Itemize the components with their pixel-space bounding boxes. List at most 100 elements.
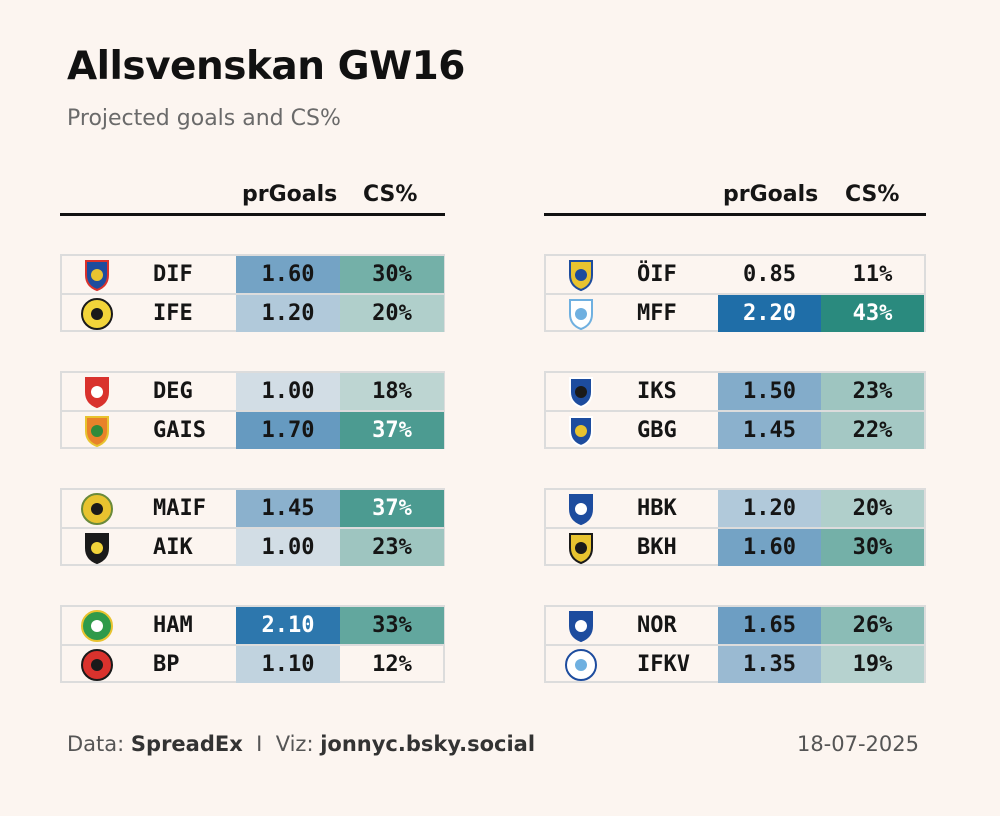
team-name: MFF [637,301,677,326]
gais-crest-icon [85,415,109,447]
crest-cell [546,295,616,332]
norrkoping-crest-icon [569,610,593,642]
cs-cell: 12% [372,652,412,677]
table-row: MFF 2.20 43% [546,293,924,332]
team-name: NOR [637,613,677,638]
match-block: NOR 1.65 26% IFKV 1.35 19% [544,605,926,683]
hacken-crest-icon [569,532,593,564]
table-row: NOR 1.65 26% [546,607,924,644]
osters-crest-icon [569,259,593,291]
prgoals-cell: 0.85 [743,262,796,287]
data-prefix: Data: [67,732,125,756]
table-row: IKS 1.50 23% [546,373,924,410]
crest-cell [62,529,132,566]
team-name: HAM [153,613,193,638]
match-block: DEG 1.00 18% GAIS 1.70 37% [60,371,445,449]
match-block: HBK 1.20 20% BKH 1.60 30% [544,488,926,566]
crest-cell [546,412,616,449]
crest-cell [62,412,132,449]
crest-cell [62,490,132,527]
team-name: ÖIF [637,262,677,287]
table-row: BP 1.10 12% [62,644,443,683]
table-row: AIK 1.00 23% [62,527,444,566]
crest-cell [62,646,132,683]
varnamo-crest-icon [565,648,597,681]
cs-cell: 19% [821,646,924,683]
degerfors-crest-icon [85,376,109,408]
team-name: GAIS [153,418,206,443]
table-row: MAIF 1.45 37% [62,490,444,527]
cs-cell: 20% [821,490,924,527]
cs-cell: 30% [340,256,444,293]
cs-cell: 23% [340,529,444,566]
prgoals-column-header: prGoals [723,182,819,207]
cs-cell: 37% [340,412,444,449]
crest-cell [546,373,616,410]
crest-cell [546,490,616,527]
viz-author: jonnyc.bsky.social [320,732,536,756]
table-row: DEG 1.00 18% [62,373,444,410]
table-row: IFKV 1.35 19% [546,644,924,683]
prgoals-cell: 1.70 [236,412,340,449]
team-name: BKH [637,535,677,560]
sirius-crest-icon [569,376,593,408]
crest-cell [62,607,132,644]
prgoals-cell: 1.35 [718,646,821,683]
prgoals-column-header: prGoals [242,182,338,207]
cs-cell: 18% [340,373,444,410]
prgoals-cell: 1.60 [718,529,821,566]
cs-cell: 11% [852,262,893,287]
halmstad-crest-icon [569,493,593,525]
prgoals-cell: 1.20 [236,295,340,332]
team-name: IFE [153,301,193,326]
team-name: AIK [153,535,193,560]
header-rule [60,213,445,216]
table-row: GAIS 1.70 37% [62,410,444,449]
data-source: SpreadEx [130,732,243,756]
cs-cell: 20% [340,295,444,332]
prgoals-cell: 1.60 [236,256,340,293]
cs-cell: 23% [821,373,924,410]
team-name: IFKV [637,652,690,677]
team-name: HBK [637,496,677,521]
team-name: MAIF [153,496,206,521]
cs-cell: 37% [340,490,444,527]
cs-cell: 30% [821,529,924,566]
match-block: DIF 1.60 30% IFE 1.20 20% [60,254,445,332]
crest-cell [62,295,132,332]
match-block: HAM 2.10 33% BP 1.10 12% [60,605,445,683]
date-label: 18-07-2025 [796,732,919,756]
malmo-crest-icon [569,298,593,330]
cs-cell: 43% [821,295,924,332]
source-credit: Data: SpreadEx I Viz: jonnyc.bsky.social [67,732,535,756]
crest-cell [546,607,616,644]
table-row: HAM 2.10 33% [62,607,444,644]
brommapojkarna-crest-icon [81,648,113,681]
prgoals-cell: 1.00 [236,373,340,410]
prgoals-cell: 1.65 [718,607,821,644]
table-row: GBG 1.45 22% [546,410,924,449]
goteborg-crest-icon [569,415,593,447]
prgoals-cell: 1.45 [718,412,821,449]
crest-cell [546,256,616,293]
crest-cell [546,646,616,683]
cs-column-header: CS% [363,182,418,207]
prgoals-cell: 2.20 [718,295,821,332]
table-row: ÖIF 0.85 11% [546,256,924,293]
prgoals-cell: 1.20 [718,490,821,527]
hammarby-crest-icon [81,609,113,642]
djurgarden-crest-icon [85,259,109,291]
cs-cell: 26% [821,607,924,644]
chart-title: Allsvenskan GW16 [67,44,465,89]
crest-cell [546,529,616,566]
table-row: BKH 1.60 30% [546,527,924,566]
header-rule [544,213,926,216]
match-block: IKS 1.50 23% GBG 1.45 22% [544,371,926,449]
team-name: DEG [153,379,193,404]
match-block: MAIF 1.45 37% AIK 1.00 23% [60,488,445,566]
match-block: ÖIF 0.85 11% MFF 2.20 43% [544,254,926,332]
prgoals-cell: 1.10 [236,646,340,683]
mjallby-crest-icon [81,492,113,525]
team-name: IKS [637,379,677,404]
crest-cell [62,373,132,410]
